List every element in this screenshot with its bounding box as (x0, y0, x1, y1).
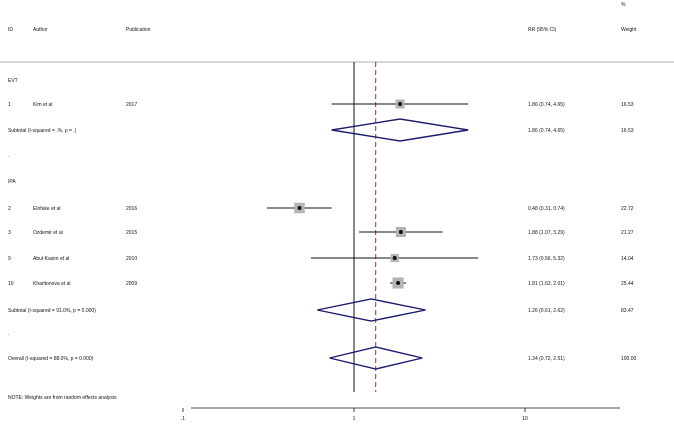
study-weight: 21.27 (621, 230, 634, 236)
col-header-rr: RR (95% CI) (528, 27, 557, 33)
footnote: NOTE: Weights are from random effects an… (8, 395, 117, 401)
study-author: Kharitonova et al (33, 281, 71, 287)
study-id: 9 (8, 256, 11, 262)
point-estimate (398, 102, 403, 106)
x-tick-label: 1 (353, 416, 356, 422)
subtotal-diamond (331, 118, 469, 142)
study-year: 2016 (126, 206, 137, 212)
weight-unit: % (621, 2, 626, 8)
study-rr: 1.86 (0.74, 4.65) (528, 102, 565, 108)
group-label: EVT (8, 78, 18, 84)
subtotal-label: Subtotal (I-squared = .%, p = .) (8, 128, 77, 134)
group-label: IPA (8, 179, 16, 185)
x-tick-label: 10 (522, 416, 528, 422)
point-estimate (396, 281, 401, 285)
forest-row-study: 2 Elofuke et al 2016 0.48 (0.31, 0.74) 22.72 (8, 202, 634, 214)
spacer-dot: . (8, 153, 9, 159)
study-rr: 1.73 (0.56, 5.32) (528, 256, 565, 262)
col-header-publication: Publication (126, 27, 151, 33)
forest-row-study: 9 Abul-Kasim et al 2010 1.73 (0.56, 5.32) 14… (8, 253, 634, 263)
subtotal-rr: 1.86 (0.74, 4.65) (528, 128, 565, 134)
study-weight: 14.04 (621, 256, 634, 262)
spacer-dot: . (8, 331, 9, 337)
x-axis-ticks: .1 1 10 (181, 408, 528, 422)
study-author: Ozdemir et al (33, 230, 63, 236)
study-id: 3 (8, 230, 11, 236)
subtotal-weight: 83.47 (621, 308, 634, 314)
study-year: 2009 (126, 281, 137, 287)
study-rr: 1.81 (1.63, 2.01) (528, 281, 565, 287)
study-weight: 22.72 (621, 206, 634, 212)
study-id: 1 (8, 102, 11, 108)
forest-row-study: 3 Ozdemir et al 2015 1.88 (1.07, 3.29) 21.27 (8, 226, 634, 238)
subtotal-rr: 1.26 (0.61, 2.62) (528, 308, 565, 314)
x-tick-label: .1 (181, 416, 185, 422)
study-year: 2015 (126, 230, 137, 236)
subtotal-diamond (317, 298, 426, 322)
forest-row-group: IPA (8, 179, 16, 185)
study-weight: 25.44 (621, 281, 634, 287)
overall-rr: 1.34 (0.72, 2.51) (528, 356, 565, 362)
overall-weight: 100.00 (621, 356, 637, 362)
study-year: 2017 (126, 102, 137, 108)
col-header-weight: Weight (621, 27, 637, 33)
forest-row-dot: . (8, 153, 9, 159)
point-estimate (392, 256, 397, 260)
overall-diamond (329, 346, 423, 370)
study-author: Abul-Kasim et al (33, 256, 69, 262)
overall-label: Overall (I-squared = 88.0%, p = 0.000) (8, 356, 94, 362)
study-year: 2010 (126, 256, 137, 262)
study-rr: 0.48 (0.31, 0.74) (528, 206, 565, 212)
study-weight: 16.53 (621, 102, 634, 108)
study-id: 10 (8, 281, 14, 287)
forest-row-subtotal: Subtotal (I-squared = .%, p = .) 1.86 (0.… (8, 118, 634, 142)
study-author: Kim et al (33, 102, 52, 108)
study-id: 2 (8, 206, 11, 212)
forest-row-dot: . (8, 331, 9, 337)
forest-row-group: EVT (8, 78, 18, 84)
point-estimate (297, 206, 302, 210)
study-author: Elofuke et al (33, 206, 61, 212)
col-header-id: ID (8, 27, 13, 33)
subtotal-label: Subtotal (I-squared = 91.0%, p = 0.000) (8, 308, 96, 314)
forest-row-subtotal: Subtotal (I-squared = 91.0%, p = 0.000) 1… (8, 298, 634, 322)
forest-row-overall: Overall (I-squared = 88.0%, p = 0.000) 1.… (8, 346, 637, 370)
col-header-author: Author (33, 27, 48, 33)
study-rr: 1.88 (1.07, 3.29) (528, 230, 565, 236)
subtotal-weight: 16.53 (621, 128, 634, 134)
forest-row-study: 1 Kim et al 2017 1.86 (0.74, 4.65) 16.53 (8, 99, 634, 109)
point-estimate (398, 230, 403, 234)
forest-row-study: 10 Kharitonova et al 2009 1.81 (1.63, 2.01)… (8, 277, 634, 289)
